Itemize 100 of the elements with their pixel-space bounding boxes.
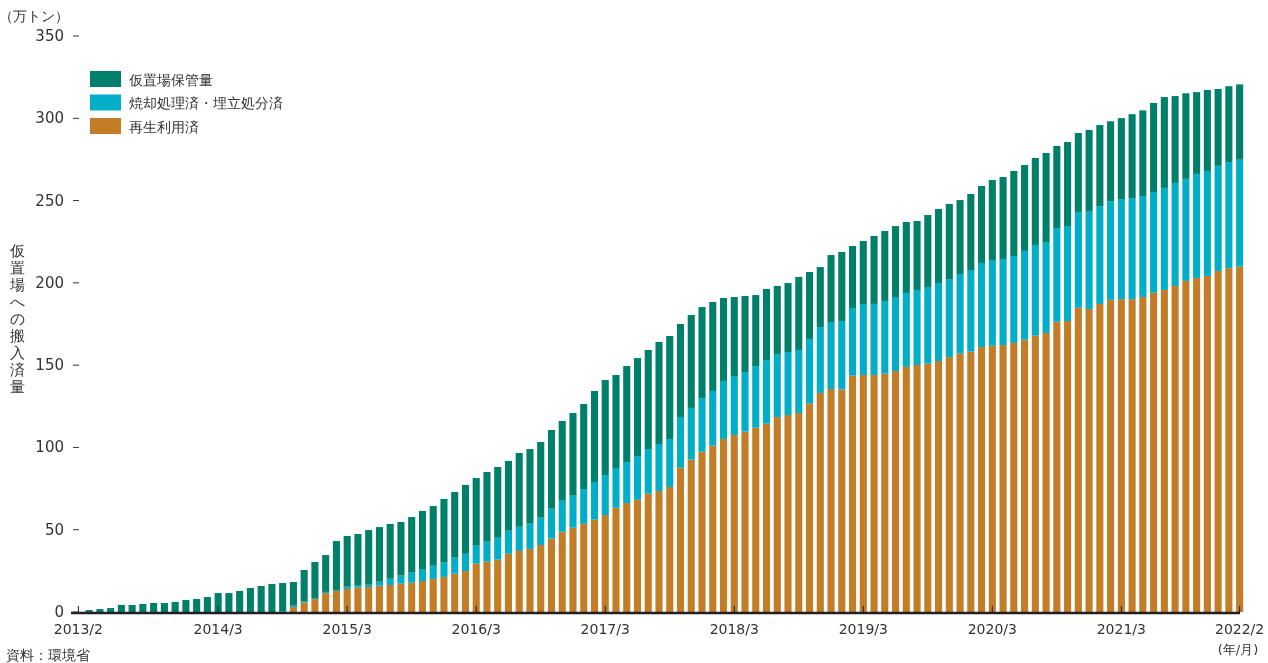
bar <box>741 296 749 373</box>
bar <box>193 599 201 612</box>
bar <box>1225 268 1233 612</box>
bar <box>795 413 803 612</box>
bar <box>633 499 642 612</box>
bar <box>1117 199 1125 300</box>
bar <box>859 241 867 304</box>
bar <box>848 375 857 612</box>
bar <box>375 581 383 586</box>
bar <box>967 193 975 271</box>
bar <box>1021 165 1029 251</box>
bar <box>1031 157 1039 246</box>
bar <box>1031 245 1039 336</box>
bar <box>1160 187 1168 290</box>
bar <box>1182 178 1190 281</box>
bar <box>644 493 652 612</box>
bar <box>827 255 835 323</box>
bar <box>386 585 394 612</box>
bar <box>397 583 405 612</box>
bar <box>537 517 545 546</box>
bar <box>365 586 373 612</box>
text: 資料：環境省 <box>6 647 90 663</box>
bar <box>633 455 642 500</box>
bar <box>827 389 835 612</box>
bar <box>999 258 1007 346</box>
y-tick-label: 50 <box>44 520 64 539</box>
text: （万トン） <box>0 8 69 24</box>
bar <box>1182 280 1190 612</box>
bar <box>322 555 330 592</box>
x-axis-title: (年/月) <box>1217 642 1259 657</box>
bar <box>999 345 1007 612</box>
bar <box>848 308 857 376</box>
bar <box>386 523 394 579</box>
bar <box>1042 333 1050 612</box>
bar <box>730 297 738 376</box>
bar <box>472 478 480 546</box>
bar <box>838 321 846 390</box>
bar <box>397 575 405 584</box>
bar <box>1053 145 1061 229</box>
bar <box>1107 201 1115 300</box>
bar <box>580 489 588 524</box>
bar <box>322 593 330 612</box>
bar <box>1064 141 1072 227</box>
bar <box>1107 121 1115 202</box>
bar <box>569 527 577 612</box>
bar <box>1150 292 1158 612</box>
bar <box>1064 226 1072 322</box>
bar <box>913 220 921 290</box>
bar <box>795 276 803 350</box>
bar <box>1193 92 1201 174</box>
bar <box>483 541 491 562</box>
bar <box>666 336 674 440</box>
x-tick-label: 2019/3 <box>838 621 888 637</box>
bar <box>881 231 889 301</box>
bar <box>827 322 835 390</box>
bar <box>1074 307 1082 612</box>
bar <box>515 550 523 612</box>
x-tick-label: 2013/2 <box>53 621 104 637</box>
bar <box>676 324 685 417</box>
bar <box>633 358 642 456</box>
bar <box>676 416 685 468</box>
bar <box>1225 86 1233 163</box>
bar <box>289 582 297 606</box>
bar <box>1139 195 1147 298</box>
x-tick-label: 2017/3 <box>580 621 630 637</box>
bar <box>343 588 351 612</box>
bar <box>1203 275 1211 612</box>
bar <box>795 350 803 414</box>
bar <box>451 573 459 612</box>
y-tick-label: 250 <box>35 191 64 210</box>
bar <box>838 389 846 612</box>
bar <box>719 439 728 612</box>
bar <box>892 226 900 298</box>
bar <box>978 347 986 612</box>
bar <box>644 350 652 450</box>
bar <box>1096 303 1104 612</box>
y-tick-label: 350 <box>35 27 64 45</box>
bar <box>408 517 416 573</box>
bar <box>1107 299 1115 612</box>
bar <box>1053 321 1061 612</box>
bar <box>96 609 104 612</box>
bar <box>762 288 771 361</box>
bar <box>687 314 695 408</box>
x-tick-label: 2021/3 <box>1096 621 1146 637</box>
bar <box>418 569 426 582</box>
bar <box>762 423 771 612</box>
bar <box>741 431 749 612</box>
bar <box>1160 97 1168 188</box>
bar <box>1074 132 1082 212</box>
bar <box>623 365 631 463</box>
bar <box>160 602 168 612</box>
bar <box>945 279 953 358</box>
bar <box>752 295 760 366</box>
bar <box>354 533 362 586</box>
bar <box>365 530 373 585</box>
bar <box>709 445 717 612</box>
bar <box>461 484 470 554</box>
bar <box>612 375 620 468</box>
bar <box>870 375 878 612</box>
bar <box>128 604 136 612</box>
